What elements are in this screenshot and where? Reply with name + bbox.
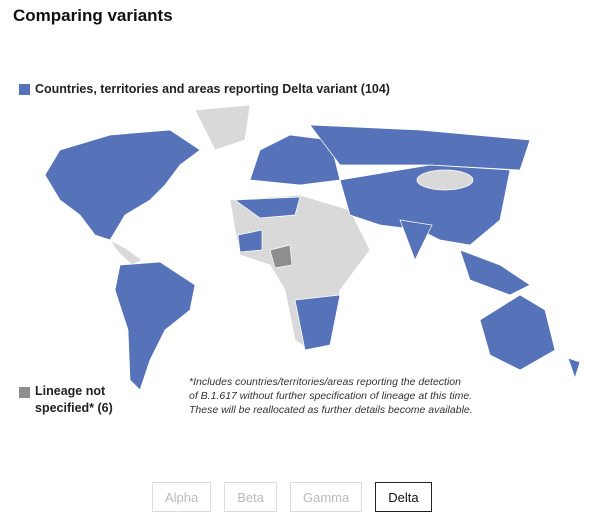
australia (479, 294, 556, 371)
variant-buttons: Alpha Beta Gamma Delta (152, 482, 432, 512)
world-map (44, 104, 581, 391)
central-america (109, 239, 143, 266)
footnote-line: of B.1.617 without further specification… (189, 390, 473, 402)
west-africa (237, 229, 263, 253)
footnote-line: *Includes countries/territories/areas re… (189, 376, 461, 388)
legend-label: Countries, territories and areas reporti… (35, 82, 390, 96)
legend-swatch (19, 84, 30, 95)
mongolia (416, 169, 474, 191)
legend-label: Lineage not specified* (6) (35, 384, 113, 415)
southeast-asia (459, 249, 531, 296)
india (399, 219, 433, 261)
title: Comparing variants (13, 6, 173, 25)
southern-africa (294, 294, 341, 351)
south-america (114, 261, 196, 391)
greenland (194, 104, 251, 151)
footnote-line: These will be reallocated as further det… (189, 404, 473, 416)
russia (309, 124, 531, 171)
variant-button[interactable]: Alpha (152, 482, 212, 512)
map-shapes (44, 104, 581, 391)
north-america (44, 129, 201, 241)
nigeria (269, 244, 293, 269)
variant-button[interactable]: Delta (375, 482, 432, 512)
variant-button[interactable]: Gamma (290, 482, 363, 512)
new-zealand (567, 357, 581, 380)
north-africa (233, 196, 301, 219)
variant-button[interactable]: Beta (224, 482, 277, 512)
legend-swatch (19, 387, 30, 398)
footnote: *Includes countries/territories/areas re… (189, 375, 473, 417)
